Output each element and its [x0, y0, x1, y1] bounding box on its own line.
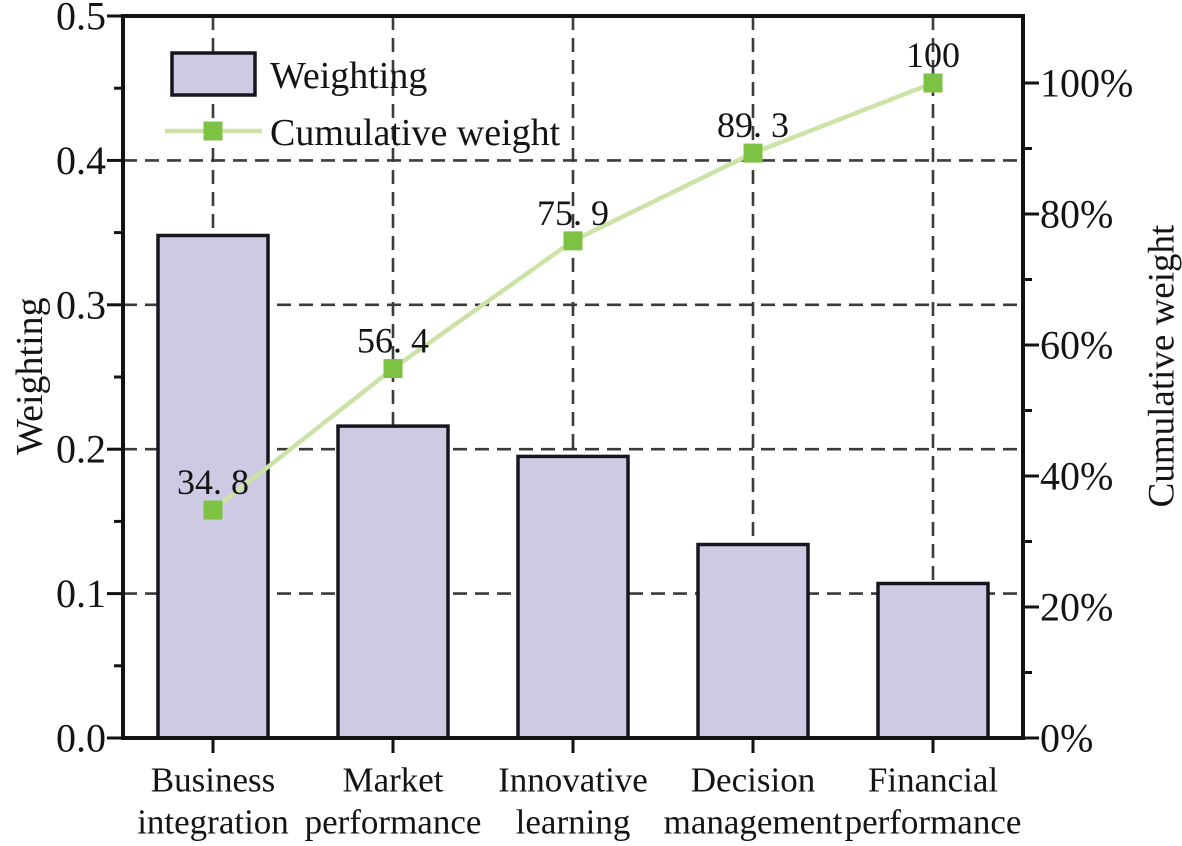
right-axis-tick-label: 60%: [1040, 323, 1113, 368]
category-label-line2: learning: [516, 803, 631, 842]
cumulative-marker: [383, 359, 403, 379]
right-axis-tick-label: 0%: [1040, 716, 1093, 761]
category-label-line2: performance: [305, 803, 482, 842]
legend: [165, 51, 262, 141]
left-axis-title: Weighting: [9, 297, 51, 454]
legend-bar-swatch: [170, 51, 257, 97]
left-axis-tick-label: 0.2: [56, 427, 106, 472]
cumulative-marker: [743, 143, 763, 163]
cumulative-marker: [203, 500, 223, 520]
category-label-line2: performance: [845, 803, 1022, 842]
cumulative-marker: [563, 231, 583, 251]
category-label-line2: management: [664, 803, 843, 842]
left-axis-tick-label: 0.0: [56, 716, 106, 761]
bar-business-integration: [156, 233, 270, 740]
cumulative-point-label: 89. 3: [717, 105, 789, 145]
legend-label-weighting: Weighting: [270, 55, 427, 97]
bar-financial-performance: [876, 581, 990, 740]
left-axis-tick-label: 0.3: [56, 282, 106, 327]
left-axis-tick-label: 0.1: [56, 571, 106, 616]
bar-innovative-learning: [516, 454, 630, 740]
left-axis-tick-label: 0.4: [56, 138, 106, 183]
category-label-line1: Business: [151, 761, 275, 800]
cumulative-point-label: 56. 4: [357, 321, 429, 361]
legend-marker-swatch: [203, 121, 223, 141]
category-label-line1: Market: [342, 761, 443, 800]
right-axis-tick-label: 80%: [1040, 192, 1113, 237]
bar-market-performance: [336, 424, 450, 740]
right-axis-title: Cumulative weight: [1142, 224, 1182, 507]
legend-label-cumulative-weight: Cumulative weight: [270, 112, 561, 154]
cumulative-point-label: 34. 8: [177, 462, 249, 502]
right-axis-tick-label: 100%: [1040, 61, 1133, 106]
bar-decision-management: [696, 542, 810, 740]
cumulative-point-label: 75. 9: [537, 193, 609, 233]
category-label-line1: Decision: [691, 761, 815, 800]
right-axis-tick-label: 20%: [1040, 585, 1113, 630]
cumulative-point-label: 100: [906, 35, 960, 75]
cumulative-marker: [923, 73, 943, 93]
category-label-line1: Innovative: [498, 761, 648, 800]
category-label-line2: integration: [137, 803, 289, 842]
left-axis-tick-label: 0.5: [56, 0, 106, 39]
category-label-line1: Financial: [868, 761, 999, 800]
right-axis-tick-label: 40%: [1040, 454, 1113, 499]
